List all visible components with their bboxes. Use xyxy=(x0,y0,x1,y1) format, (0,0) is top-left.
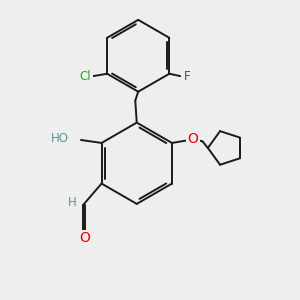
Text: HO: HO xyxy=(51,132,69,145)
Text: O: O xyxy=(79,231,90,245)
Text: Cl: Cl xyxy=(80,70,91,83)
Text: F: F xyxy=(184,70,190,83)
Text: H: H xyxy=(68,196,76,209)
Text: O: O xyxy=(188,132,199,146)
